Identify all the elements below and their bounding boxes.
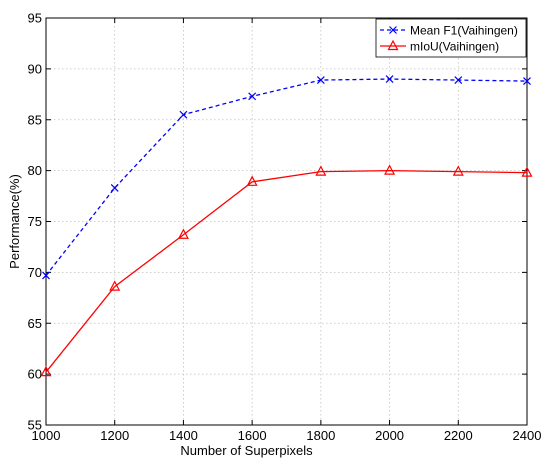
data-point — [40, 365, 52, 377]
y-tick-label: 65 — [28, 316, 42, 331]
legend: Mean F1(Vaihingen) mIoU(Vaihingen) — [375, 18, 527, 58]
data-point — [110, 183, 119, 192]
axes: 1000 1200 1400 1600 1800 2000 2200 2400 55 60 65 70… — [28, 11, 542, 444]
x-tick-label: 1600 — [238, 428, 267, 443]
data-point — [179, 110, 188, 119]
marker-stroke — [179, 110, 188, 119]
data-point — [521, 166, 533, 177]
data-point — [316, 76, 325, 84]
x-tick-label: 1400 — [169, 428, 198, 443]
legend-item: mIoU(Vaihingen) — [380, 40, 499, 54]
y-tick-label: 75 — [28, 214, 42, 229]
marker-stroke — [385, 75, 394, 83]
marker-stroke — [523, 77, 531, 86]
data-point — [385, 75, 394, 83]
x-tick-label: 2000 — [375, 428, 404, 443]
x-tick-label: 2200 — [444, 428, 473, 443]
data-point — [452, 165, 464, 176]
marker-stroke — [316, 76, 325, 84]
y-axis-label: Performance(%) — [7, 174, 22, 269]
marker-stroke — [389, 26, 397, 34]
x-tick-label: 1200 — [100, 428, 129, 443]
x-tick-label: 1800 — [306, 428, 335, 443]
x-axis-label: Number of Superpixels — [180, 443, 313, 458]
marker-stroke — [42, 271, 50, 280]
legend-label: Mean F1(Vaihingen) — [410, 24, 518, 38]
y-tick-label: 90 — [28, 61, 42, 76]
marker-stroke — [110, 183, 119, 192]
y-tick-label: 80 — [28, 163, 42, 178]
y-tick-label: 95 — [28, 11, 42, 26]
legend-item: Mean F1(Vaihingen) — [380, 24, 518, 38]
data-point — [523, 77, 531, 86]
y-tick-label: 60 — [28, 367, 42, 382]
data-point — [454, 76, 463, 84]
series-1 — [42, 75, 531, 280]
series-line — [45, 169, 528, 373]
data-point — [248, 92, 257, 101]
legend-box — [375, 18, 527, 58]
legend-marker — [389, 26, 397, 34]
data-point — [177, 228, 189, 239]
data-point — [109, 280, 121, 291]
y-tick-label: 55 — [28, 418, 42, 433]
series-group — [40, 75, 533, 377]
x-tick-label: 2400 — [513, 428, 542, 443]
grid — [46, 18, 527, 425]
series-2 — [40, 164, 533, 377]
marker-stroke — [454, 76, 463, 84]
legend-marker — [387, 39, 399, 51]
y-tick-label: 85 — [28, 112, 42, 127]
data-point — [315, 165, 327, 176]
data-point — [246, 175, 258, 186]
marker-stroke — [248, 92, 257, 101]
series-line — [45, 78, 528, 276]
legend-label: mIoU(Vaihingen) — [410, 40, 499, 54]
x-tick-label: 1000 — [32, 428, 61, 443]
data-point — [42, 271, 50, 280]
data-point — [384, 164, 396, 175]
y-tick-label: 70 — [28, 265, 42, 280]
